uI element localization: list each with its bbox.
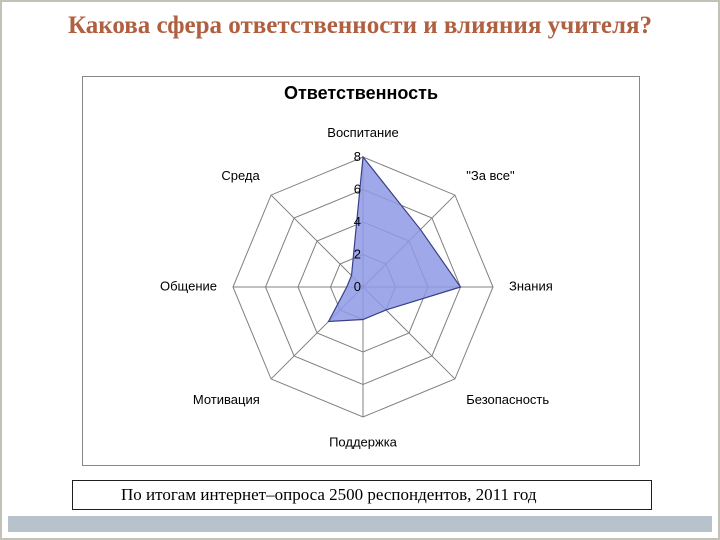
caption-text: По итогам интернет–опроса 2500 респонден… <box>121 485 536 505</box>
caption-box: По итогам интернет–опроса 2500 респонден… <box>72 480 652 510</box>
svg-text:2: 2 <box>354 247 361 262</box>
svg-text:0: 0 <box>354 279 361 294</box>
radar-axis-label: Безопасность <box>466 392 549 407</box>
svg-text:6: 6 <box>354 182 361 197</box>
svg-text:8: 8 <box>354 149 361 164</box>
slide-frame: Какова сфера ответственности и влияния у… <box>0 0 720 540</box>
radar-axis-label: Среда <box>221 168 260 183</box>
chart-container: Ответственность 02468Воспитание"За все"З… <box>82 76 640 466</box>
radar-axis-label: Знания <box>509 278 553 293</box>
slide-title: Какова сфера ответственности и влияния у… <box>32 12 688 41</box>
radar-axis-label: Воспитание <box>327 125 398 140</box>
footer-strip <box>8 516 712 532</box>
svg-text:4: 4 <box>354 214 361 229</box>
radar-axis-label: Поддержка <box>329 435 398 450</box>
radar-chart: 0 2 4 6 8 Воспитание "За все" Знания Безопасност… <box>83 77 641 467</box>
radar-axis-label: "За все" <box>466 168 515 183</box>
radar-axis-label: Общение <box>160 278 217 293</box>
radar-axis-label: Мотивация <box>193 392 260 407</box>
